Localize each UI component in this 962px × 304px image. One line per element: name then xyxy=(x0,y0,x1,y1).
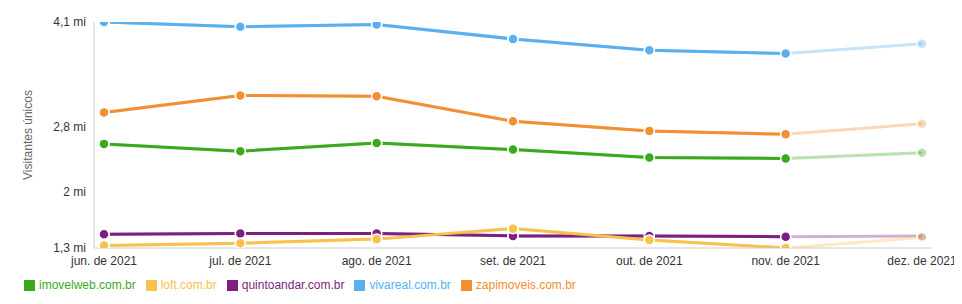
html-text:loft.com.br: loft.com.br xyxy=(160,278,217,292)
svg-text:dez. de 2021: dez. de 2021 xyxy=(887,254,954,268)
svg-text:4,1 mi: 4,1 mi xyxy=(53,15,86,29)
html-text:quintoandar.com.br: quintoandar.com.br xyxy=(241,278,345,292)
svg-text:jul. de 2021: jul. de 2021 xyxy=(208,254,271,268)
svg-text:Visitantes únicos: Visitantes únicos xyxy=(21,90,35,180)
svg-text:jun. de 2021: jun. de 2021 xyxy=(70,254,137,268)
html-text:vivareal.com.br: vivareal.com.br xyxy=(369,278,451,292)
html-text:imovelweb.com.br: imovelweb.com.br xyxy=(39,278,136,292)
svg-text:nov. de 2021: nov. de 2021 xyxy=(751,254,820,268)
svg-text:2 mi: 2 mi xyxy=(63,185,86,199)
svg-text:out. de 2021: out. de 2021 xyxy=(616,254,683,268)
svg-text:2,8 mi: 2,8 mi xyxy=(53,120,86,134)
html-text:zapimoveis.com.br: zapimoveis.com.br xyxy=(475,278,576,292)
svg-text:set. de 2021: set. de 2021 xyxy=(480,254,546,268)
svg-text:1,3 mi: 1,3 mi xyxy=(53,241,86,255)
svg-text:ago. de 2021: ago. de 2021 xyxy=(342,254,412,268)
